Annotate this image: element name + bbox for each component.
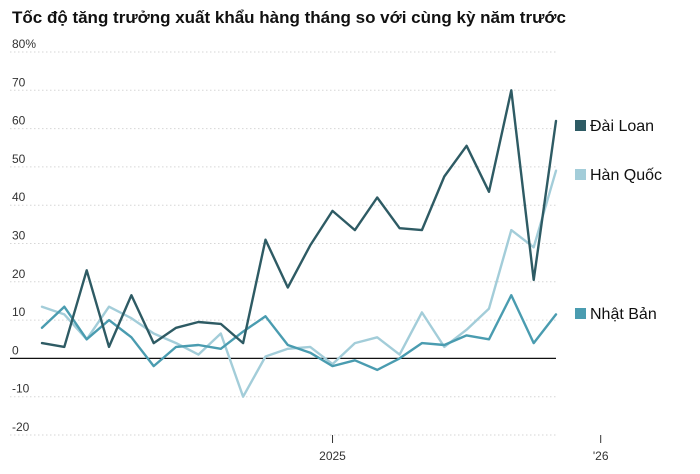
y-tick-label: 0 [12, 343, 19, 357]
legend: Đài Loan Hàn Quốc Nhật Bản [575, 118, 662, 323]
legend-label: Hàn Quốc [590, 167, 662, 184]
y-tick-label: 80% [12, 37, 36, 51]
y-tick-label: 20 [12, 267, 26, 281]
y-tick-label: 60 [12, 114, 26, 128]
series-line-1 [40, 169, 558, 398]
legend-swatch [575, 169, 586, 180]
x-tick-label: '26 [593, 449, 609, 463]
y-tick-label: 50 [12, 152, 26, 166]
series-lines [40, 89, 558, 398]
legend-swatch [575, 308, 586, 319]
y-tick-label: 10 [12, 305, 26, 319]
x-axis: 2025 '26 [319, 435, 609, 463]
chart-title: Tốc độ tăng trưởng xuất khẩu hàng tháng … [12, 8, 566, 27]
y-tick-label: 40 [12, 190, 26, 204]
legend-label: Nhật Bản [590, 306, 657, 323]
y-tick-label: -20 [12, 420, 30, 434]
x-tick-label: 2025 [319, 449, 346, 463]
legend-label: Đài Loan [590, 118, 654, 135]
y-tick-label: 30 [12, 229, 26, 243]
y-axis-ticks: 80% 70 60 50 40 30 20 10 0 -10 -20 [12, 37, 36, 434]
y-tick-label: -10 [12, 382, 30, 396]
grid-lines [10, 51, 556, 436]
legend-swatch [575, 120, 586, 131]
series-line-0 [40, 89, 558, 349]
y-tick-label: 70 [12, 75, 26, 89]
series-line-2 [40, 294, 558, 372]
